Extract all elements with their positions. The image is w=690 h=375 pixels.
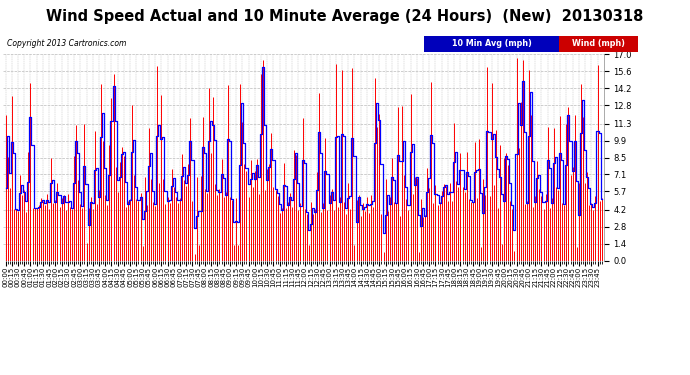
Text: Wind Speed Actual and 10 Minute Average (24 Hours)  (New)  20130318: Wind Speed Actual and 10 Minute Average … <box>46 9 644 24</box>
Text: 10 Min Avg (mph): 10 Min Avg (mph) <box>452 39 531 48</box>
Text: Wind (mph): Wind (mph) <box>572 39 625 48</box>
Text: Copyright 2013 Cartronics.com: Copyright 2013 Cartronics.com <box>7 39 126 48</box>
